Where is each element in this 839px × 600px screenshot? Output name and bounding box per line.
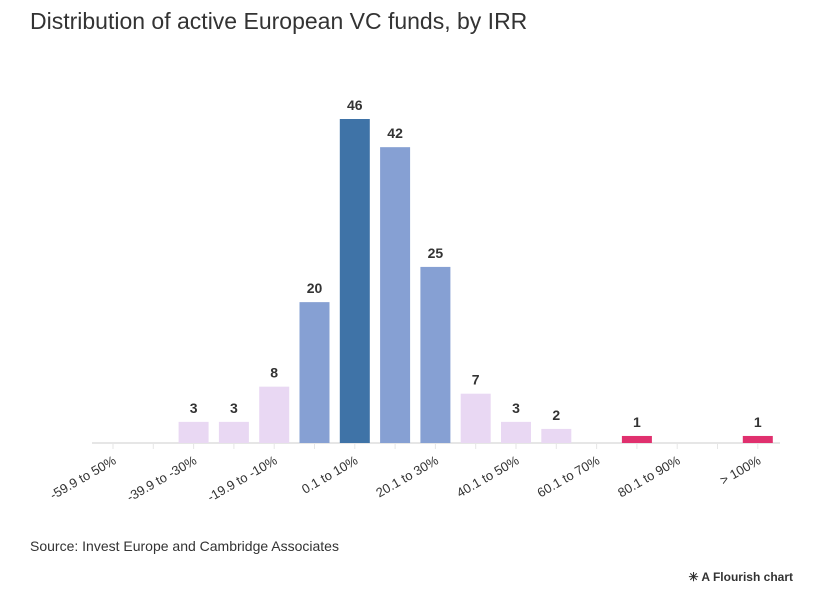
bar[interactable] — [541, 428, 572, 443]
bar[interactable] — [380, 147, 411, 443]
data-label: 7 — [472, 372, 480, 388]
data-label: 8 — [270, 365, 278, 381]
bar[interactable] — [621, 435, 652, 443]
bar[interactable] — [339, 119, 370, 443]
flourish-credit[interactable]: ✳ A Flourish chart — [688, 570, 793, 584]
x-tick-label: 40.1 to 50% — [454, 452, 522, 500]
x-tick-label: -39.9 to -30% — [124, 452, 199, 504]
data-label: 3 — [512, 400, 520, 416]
bar[interactable] — [742, 435, 773, 443]
credit-text: A Flourish chart — [701, 570, 793, 584]
data-label: 1 — [754, 414, 762, 430]
asterisk-icon: ✳ — [688, 570, 699, 584]
source-note: Source: Invest Europe and Cambridge Asso… — [30, 538, 339, 554]
data-label: 2 — [552, 407, 560, 423]
bar[interactable] — [299, 302, 330, 443]
data-label: 3 — [190, 400, 198, 416]
x-tick-label: -59.9 to 50% — [47, 452, 119, 502]
data-label: 46 — [347, 97, 363, 113]
bar[interactable] — [218, 421, 249, 443]
x-tick-label: 20.1 to 30% — [373, 452, 441, 500]
data-label: 3 — [230, 400, 238, 416]
x-tick-label: 60.1 to 70% — [535, 452, 603, 500]
data-label: 20 — [307, 280, 323, 296]
x-tick-label: 0.1 to 10% — [299, 452, 361, 496]
bar[interactable] — [420, 266, 451, 443]
bar[interactable] — [259, 386, 290, 443]
bar-chart: -59.9 to 50% 3 -39.9 to -30% 3 8 -19.9 to -10… — [47, 97, 780, 505]
x-tick-label: -19.9 to -10% — [205, 452, 280, 504]
chart-title: Distribution of active European VC funds… — [30, 8, 528, 34]
data-label: 25 — [428, 245, 444, 261]
x-tick-label: > 100% — [717, 452, 763, 487]
data-label: 1 — [633, 414, 641, 430]
bar[interactable] — [178, 421, 209, 443]
data-label: 42 — [387, 125, 403, 141]
x-tick-label: 80.1 to 90% — [615, 452, 683, 500]
bar[interactable] — [460, 393, 491, 443]
bar[interactable] — [501, 421, 531, 443]
